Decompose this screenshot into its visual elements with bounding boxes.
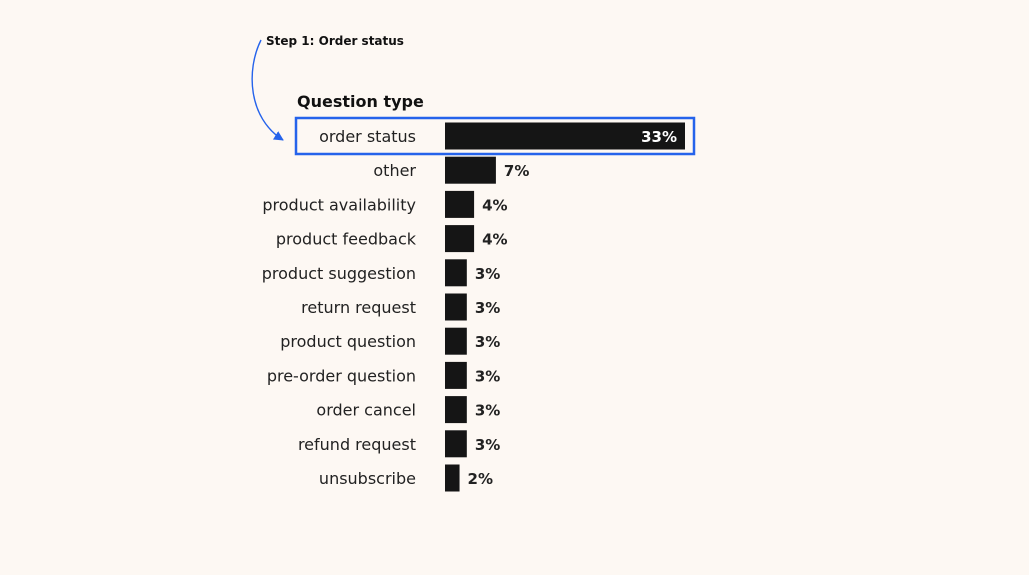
category-label: other xyxy=(373,161,416,180)
data-label: 3% xyxy=(475,436,500,454)
bar xyxy=(445,430,467,458)
bar xyxy=(445,190,475,218)
bar xyxy=(445,293,467,321)
chart-title: Question type xyxy=(297,92,424,111)
bar xyxy=(445,225,475,253)
category-label: return request xyxy=(301,298,416,317)
bar xyxy=(445,327,467,355)
highlight-box xyxy=(294,116,696,156)
category-label: product question xyxy=(280,332,416,351)
category-label: order cancel xyxy=(316,401,416,420)
bar xyxy=(445,396,467,424)
category-label: refund request xyxy=(298,435,416,454)
bar xyxy=(445,156,496,184)
annotation-arrow xyxy=(251,39,284,141)
data-label: 3% xyxy=(475,367,500,385)
data-label: 3% xyxy=(475,299,500,317)
category-label: pre-order question xyxy=(267,366,416,385)
data-label: 4% xyxy=(482,231,507,249)
bars-layer: order status 33% other 7% product availabili… xyxy=(262,116,696,492)
annotation-label: Step 1: Order status xyxy=(266,34,404,48)
data-label: 7% xyxy=(504,162,529,180)
data-label: 4% xyxy=(482,196,507,214)
category-label: product availability xyxy=(262,195,416,214)
category-label: unsubscribe xyxy=(319,469,416,488)
bar xyxy=(445,259,467,287)
data-label: 3% xyxy=(475,333,500,351)
data-label: 3% xyxy=(475,265,500,283)
category-label: order status xyxy=(319,127,416,146)
data-label: 3% xyxy=(475,402,500,420)
bar xyxy=(445,122,685,150)
data-label: 2% xyxy=(468,470,493,488)
category-label: product suggestion xyxy=(262,264,416,283)
bar xyxy=(445,361,467,389)
data-label: 33% xyxy=(641,128,677,146)
bar xyxy=(445,464,460,492)
category-label: product feedback xyxy=(276,230,417,249)
